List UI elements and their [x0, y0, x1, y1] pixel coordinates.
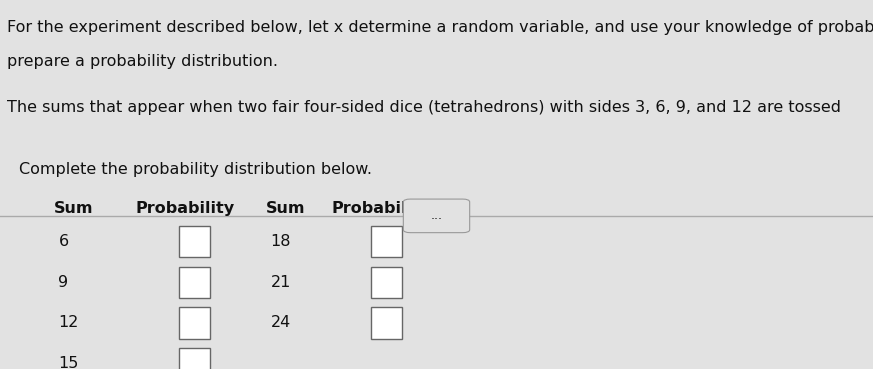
- Text: 9: 9: [58, 275, 69, 290]
- Text: 12: 12: [58, 315, 79, 330]
- Text: For the experiment described below, let x determine a random variable, and use y: For the experiment described below, let …: [7, 20, 873, 35]
- FancyBboxPatch shape: [179, 307, 210, 339]
- Text: 18: 18: [271, 234, 291, 249]
- Text: Complete the probability distribution below.: Complete the probability distribution be…: [19, 162, 372, 177]
- Text: prepare a probability distribution.: prepare a probability distribution.: [7, 54, 278, 69]
- FancyBboxPatch shape: [403, 199, 470, 233]
- Text: The sums that appear when two fair four-sided dice (tetrahedrons) with sides 3, : The sums that appear when two fair four-…: [7, 100, 841, 115]
- Text: Sum: Sum: [266, 201, 306, 216]
- Text: 15: 15: [58, 356, 79, 369]
- Text: Probability: Probability: [135, 201, 235, 216]
- Text: Sum: Sum: [54, 201, 93, 216]
- Text: 6: 6: [58, 234, 69, 249]
- FancyBboxPatch shape: [179, 266, 210, 298]
- Text: 24: 24: [271, 315, 291, 330]
- Text: ...: ...: [430, 209, 443, 223]
- Text: Probability: Probability: [332, 201, 431, 216]
- FancyBboxPatch shape: [179, 348, 210, 369]
- Text: 21: 21: [271, 275, 291, 290]
- FancyBboxPatch shape: [371, 266, 402, 298]
- FancyBboxPatch shape: [371, 226, 402, 258]
- FancyBboxPatch shape: [179, 226, 210, 258]
- FancyBboxPatch shape: [371, 307, 402, 339]
